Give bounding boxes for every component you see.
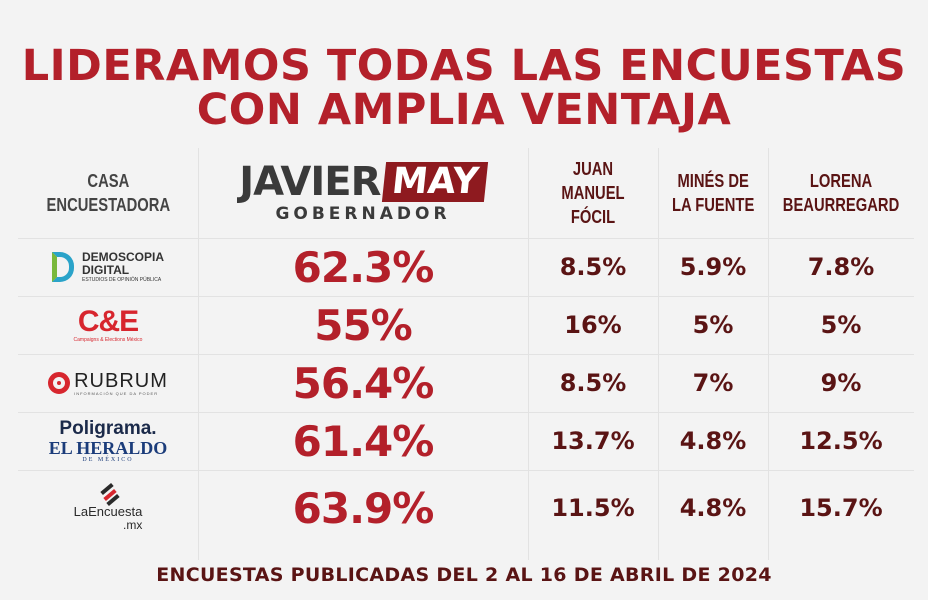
javier-last-name: MAY xyxy=(382,161,489,202)
heraldo-name: EL HERALDO xyxy=(48,438,168,458)
title-line-1: LIDERAMOS TODAS LAS ENCUESTAS xyxy=(21,41,907,91)
lorena-value: 15.7% xyxy=(799,494,883,522)
rubrum-name: RUBRUM xyxy=(74,369,168,392)
javier-may-logo: JAVIER MAY GOBERNADOR xyxy=(239,159,489,224)
mines-value: 4.8% xyxy=(679,494,747,522)
rubrum-tagline: INFORMACIÓN QUE DA PODER xyxy=(74,390,159,396)
juan-manuel-value: 8.5% xyxy=(559,253,627,281)
header-juan-line2: FÓCIL xyxy=(570,207,616,227)
ce-tagline: Campaigns & Elections México xyxy=(73,337,143,343)
table-row: LaEncuesta .mx 63.9% 11.5% 4.8% 15.7% xyxy=(18,470,914,546)
poll-table: CASA ENCUESTADORA JAVIER MAY GOBERNADOR … xyxy=(18,148,914,560)
juan-manuel-value: 16% xyxy=(564,311,622,339)
header-pollster: CASA ENCUESTADORA xyxy=(18,148,198,238)
mines-value: 5% xyxy=(692,311,734,339)
row-divider xyxy=(18,412,914,413)
lorena-value: 9% xyxy=(820,369,862,397)
header-juan-line1: JUAN MANUEL xyxy=(561,159,625,203)
javier-may-value: 62.3% xyxy=(292,242,435,292)
poligrama-name: Poligrama. xyxy=(59,418,157,439)
poligrama-logo: Poligrama. EL HERALDO DE MÉXICO xyxy=(48,418,168,464)
heraldo-sub: DE MÉXICO xyxy=(82,457,134,463)
laencuesta-name: LaEncuesta xyxy=(73,504,143,519)
javier-may-value: 56.4% xyxy=(292,358,435,408)
javier-may-value: 55% xyxy=(314,300,413,350)
demoscopia-name-1: DEMOSCOPIA xyxy=(81,250,164,264)
ce-name: C&E xyxy=(77,305,139,338)
header-mines-line2: LA FUENTE xyxy=(671,195,755,215)
title-line-2: CON AMPLIA VENTAJA xyxy=(196,85,732,135)
demoscopia-logo: DEMOSCOPIA DIGITAL ESTUDIOS DE OPINIÓN P… xyxy=(51,250,164,283)
mines-value: 5.9% xyxy=(679,253,747,281)
header-juan-manuel: JUAN MANUEL FÓCIL xyxy=(528,148,658,238)
row-divider xyxy=(18,470,914,471)
header-lorena-line2: BEAURREGARD xyxy=(782,195,900,215)
laencuesta-logo: LaEncuesta .mx xyxy=(73,482,143,532)
demoscopia-icon xyxy=(51,252,78,282)
table-row: C&E Campaigns & Elections México 55% 16%… xyxy=(18,296,914,354)
rubrum-icon xyxy=(48,372,71,394)
lorena-value: 5% xyxy=(820,311,862,339)
table-row: Poligrama. EL HERALDO DE MÉXICO 61.4% 13… xyxy=(18,412,914,470)
row-divider xyxy=(18,354,914,355)
javier-first-name: JAVIER xyxy=(239,159,381,205)
header-pollster-line2: ENCUESTADORA xyxy=(46,195,170,215)
juan-manuel-value: 13.7% xyxy=(551,427,635,455)
header-mines-line1: MINÉS DE xyxy=(677,171,749,191)
header-lorena: LORENA BEAURREGARD xyxy=(768,148,914,238)
javier-may-value: 61.4% xyxy=(292,416,435,466)
laencuesta-icon xyxy=(98,482,120,507)
juan-manuel-value: 11.5% xyxy=(551,494,635,522)
header-javier-may: JAVIER MAY GOBERNADOR xyxy=(198,148,528,238)
row-divider xyxy=(18,238,914,239)
ce-logo: C&E Campaigns & Elections México xyxy=(73,305,143,344)
footer-note: ENCUESTAS PUBLICADAS DEL 2 AL 16 DE ABRI… xyxy=(156,564,772,586)
demoscopia-name-2: DIGITAL xyxy=(81,263,130,277)
header-pollster-line1: CASA xyxy=(87,171,129,191)
header-mines: MINÉS DE LA FUENTE xyxy=(658,148,768,238)
lorena-value: 7.8% xyxy=(807,253,875,281)
laencuesta-domain: .mx xyxy=(122,518,143,532)
javier-may-value: 63.9% xyxy=(292,483,435,533)
header-row: CASA ENCUESTADORA JAVIER MAY GOBERNADOR … xyxy=(18,148,914,238)
lorena-value: 12.5% xyxy=(799,427,883,455)
table-row: DEMOSCOPIA DIGITAL ESTUDIOS DE OPINIÓN P… xyxy=(18,238,914,296)
mines-value: 7% xyxy=(692,369,734,397)
header-lorena-line1: LORENA xyxy=(809,171,873,191)
demoscopia-tagline: ESTUDIOS DE OPINIÓN PÚBLICA xyxy=(81,277,162,283)
table-row: RUBRUM INFORMACIÓN QUE DA PODER 56.4% 8.… xyxy=(18,354,914,412)
javier-role: GOBERNADOR xyxy=(275,204,451,224)
mines-value: 4.8% xyxy=(679,427,747,455)
juan-manuel-value: 8.5% xyxy=(559,369,627,397)
row-divider xyxy=(18,296,914,297)
rubrum-logo: RUBRUM INFORMACIÓN QUE DA PODER xyxy=(48,371,168,396)
